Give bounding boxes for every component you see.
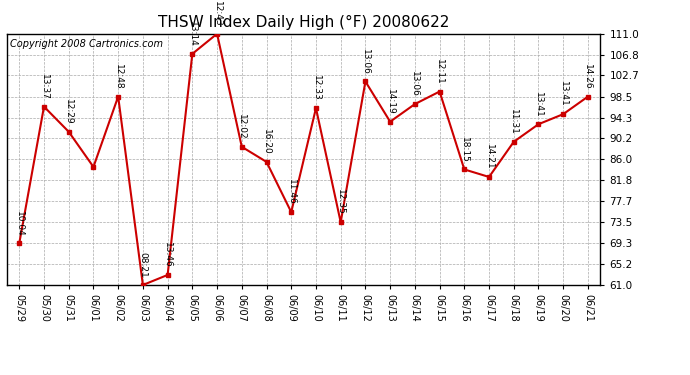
Text: 13:06: 13:06 <box>411 71 420 97</box>
Text: 12:02: 12:02 <box>237 114 246 140</box>
Text: 13:46: 13:46 <box>163 242 172 268</box>
Text: 13:14: 13:14 <box>188 21 197 47</box>
Text: 10:04: 10:04 <box>14 211 23 236</box>
Text: Copyright 2008 Cartronics.com: Copyright 2008 Cartronics.com <box>10 39 163 49</box>
Text: 12:33: 12:33 <box>311 75 320 101</box>
Text: 12:29: 12:29 <box>64 99 73 125</box>
Text: 14:21: 14:21 <box>484 144 493 170</box>
Text: 13:06: 13:06 <box>361 49 370 75</box>
Text: 14:26: 14:26 <box>584 64 593 90</box>
Text: 11:46: 11:46 <box>287 180 296 205</box>
Text: 14:19: 14:19 <box>386 89 395 115</box>
Text: 12:11: 12:11 <box>435 59 444 85</box>
Text: 12:35: 12:35 <box>336 189 345 215</box>
Text: 18:15: 18:15 <box>460 136 469 162</box>
Text: 13:41: 13:41 <box>534 92 543 117</box>
Title: THSW Index Daily High (°F) 20080622: THSW Index Daily High (°F) 20080622 <box>158 15 449 30</box>
Text: 12:43: 12:43 <box>213 1 221 27</box>
Text: 12:48: 12:48 <box>114 64 123 90</box>
Text: 08:21: 08:21 <box>139 252 148 278</box>
Text: 13:37: 13:37 <box>39 74 48 100</box>
Text: 11:31: 11:31 <box>509 109 518 135</box>
Text: 16:20: 16:20 <box>262 129 271 155</box>
Text: 13:41: 13:41 <box>559 81 568 107</box>
